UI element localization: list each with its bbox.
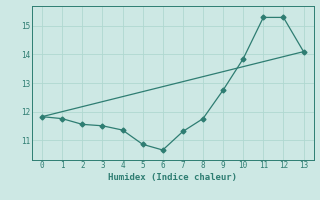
X-axis label: Humidex (Indice chaleur): Humidex (Indice chaleur) [108, 173, 237, 182]
